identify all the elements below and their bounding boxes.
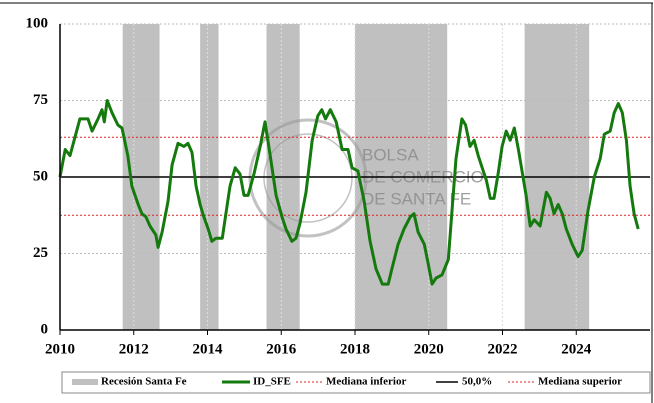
- watermark-text: BOLSA: [362, 145, 419, 164]
- data-line: [58, 99, 640, 286]
- legend-label: Recesión Santa Fe: [101, 376, 187, 388]
- legend-label: ID_SFE: [253, 376, 291, 388]
- legend-label: Mediana superior: [538, 376, 622, 388]
- x-tick-label: 2012: [119, 341, 149, 357]
- y-tick-label: 75: [33, 92, 48, 108]
- x-tick-label: 2024: [561, 341, 592, 357]
- y-tick-label: 50: [33, 168, 48, 184]
- x-tick-label: 2010: [45, 341, 75, 357]
- x-tick-label: 2020: [414, 341, 444, 357]
- x-tick-label: 2018: [340, 341, 370, 357]
- y-tick-label: 25: [33, 245, 48, 261]
- watermark-seal: [248, 118, 368, 238]
- legend-box: [61, 371, 651, 394]
- y-tick-label: 100: [26, 15, 49, 31]
- x-tick-label: 2022: [488, 341, 518, 357]
- y-tick-label: 0: [41, 321, 49, 337]
- x-tick-label: 2016: [266, 341, 297, 357]
- watermark-text: DE SANTA FE: [362, 189, 471, 208]
- legend-swatch: [72, 379, 98, 385]
- legend-label: 50,0%: [462, 376, 492, 388]
- x-tick-label: 2014: [193, 341, 224, 357]
- watermark-seal: [263, 133, 353, 223]
- legend-label: Mediana inferior: [326, 376, 406, 388]
